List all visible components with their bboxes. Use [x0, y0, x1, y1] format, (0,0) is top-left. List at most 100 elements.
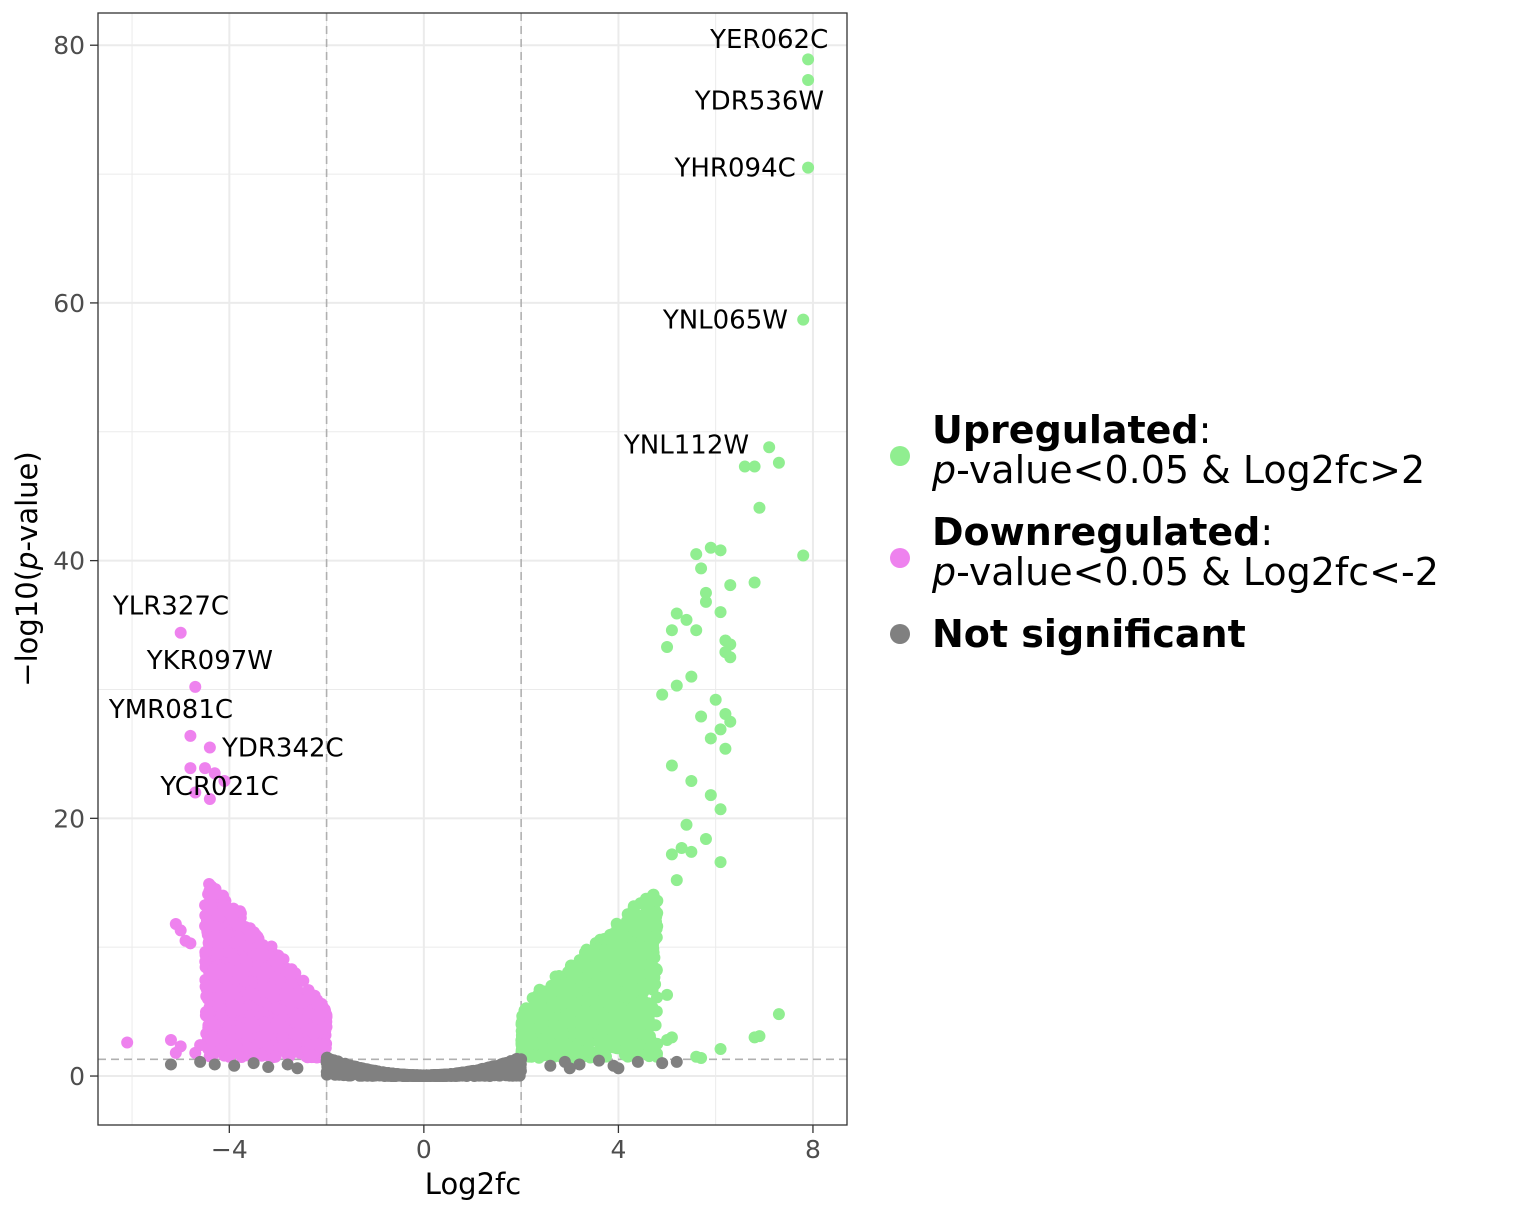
point-down	[189, 680, 202, 693]
point-down	[208, 767, 221, 780]
point-down-cloud	[273, 961, 286, 974]
point-down-cloud	[211, 947, 224, 960]
point-up-cloud	[638, 995, 651, 1008]
point-down	[203, 741, 216, 754]
gene-label: YDR342C	[221, 733, 344, 763]
point-up	[690, 624, 703, 637]
panel-border	[97, 12, 848, 1126]
point-down-cloud	[287, 1040, 300, 1053]
point-up-cloud	[637, 985, 650, 998]
point-down	[184, 762, 197, 775]
point-ns	[228, 1059, 241, 1072]
point-up-cloud	[650, 1005, 663, 1018]
point-up-cloud	[620, 990, 633, 1003]
point-up-cloud	[578, 1031, 591, 1044]
gene-labels: YER062C YDR536W YHR094C YNL065W YNL112W YLR32…	[108, 25, 828, 802]
legend-condition-text-down: -value<0.05 & Log2fc<-2	[956, 550, 1439, 594]
point-up	[748, 1031, 761, 1044]
point-down-cloud	[255, 1048, 268, 1061]
x-tick-label: 4	[610, 1135, 626, 1164]
point-down-cloud	[244, 987, 257, 999]
point-up-cloud	[640, 1029, 653, 1042]
point-up-cloud	[516, 1011, 529, 1024]
point-up	[544, 1050, 557, 1063]
point-down	[121, 1036, 134, 1049]
point-up	[748, 576, 761, 589]
point-down-cloud	[244, 930, 257, 943]
point-up-cloud	[517, 1022, 529, 1035]
point-down-cloud	[298, 994, 311, 1007]
point-ns-cloud	[489, 1062, 502, 1075]
point-down-cloud	[206, 980, 219, 993]
point-up	[695, 710, 708, 723]
gene-label: YMR081C	[108, 695, 233, 725]
point-up-cloud	[590, 948, 603, 961]
point-up-cloud	[604, 962, 617, 975]
y-axis-title-suffix: -value)	[10, 451, 44, 551]
point-down-cloud	[225, 1037, 238, 1050]
gene-label: YNL112W	[623, 431, 749, 461]
point-down-cloud	[276, 1041, 289, 1054]
point-clouds	[199, 878, 664, 1082]
legend-item-not-significant: Not significant	[890, 614, 1510, 654]
point-down	[169, 1046, 182, 1059]
point-up-cloud	[531, 1008, 544, 1021]
point-up	[680, 818, 693, 831]
y-axis-title-italic: p	[10, 552, 44, 571]
point-down-cloud	[217, 1027, 230, 1040]
point-down-cloud	[309, 1009, 322, 1022]
point-ns	[670, 1055, 683, 1068]
point-up-cloud	[624, 973, 636, 986]
x-axis-title: Log2fc	[425, 1167, 521, 1201]
point-up	[719, 742, 732, 755]
point-down-cloud	[208, 1019, 221, 1032]
point-up	[695, 562, 708, 575]
point-up	[772, 1008, 785, 1021]
point-ns	[573, 1058, 586, 1071]
point-up	[724, 579, 737, 592]
point-ns-cloud	[340, 1059, 353, 1072]
point-up	[714, 606, 727, 619]
legend-condition-downregulated: p-value<0.05 & Log2fc<-2	[932, 552, 1510, 592]
point-down-cloud	[311, 999, 324, 1012]
point-down-cloud	[252, 948, 265, 960]
point-down-cloud	[289, 1014, 302, 1027]
point-up	[665, 759, 678, 772]
y-axis-title-prefix: −log10(	[10, 570, 44, 687]
point-up-cloud	[583, 961, 596, 974]
point-up-cloud	[558, 991, 570, 1004]
point-up-cloud	[637, 948, 650, 961]
legend-condition-text-up: -value<0.05 & Log2fc>2	[956, 448, 1426, 492]
point-ns-cloud	[435, 1069, 448, 1082]
point-up	[675, 841, 688, 854]
point-ns	[164, 1058, 177, 1071]
point-up	[753, 501, 766, 514]
point-up	[695, 1051, 708, 1064]
point-ns	[612, 1062, 625, 1075]
point-up	[641, 929, 654, 942]
point-ns	[631, 1055, 644, 1068]
point-up-cloud	[550, 1020, 563, 1033]
point-up	[607, 995, 620, 1008]
point-up-cloud	[576, 1020, 588, 1032]
point-up-cloud	[558, 1046, 571, 1059]
point-up	[714, 723, 727, 736]
point-down-cloud	[312, 1024, 325, 1037]
point-up-cloud	[648, 971, 661, 984]
point-up-cloud	[616, 949, 629, 962]
point-down-cloud	[228, 936, 241, 949]
point-up	[685, 845, 698, 858]
point-down-cloud	[201, 990, 214, 1003]
point-up	[699, 595, 712, 608]
legend-key-upregulated	[890, 446, 910, 466]
point-ns	[208, 1058, 221, 1071]
point-up-cloud	[629, 1026, 642, 1039]
legend-colon-down: :	[1260, 510, 1274, 554]
gene-label: YKR097W	[146, 646, 273, 676]
x-tick-label: 8	[805, 1135, 821, 1164]
point-up	[714, 1042, 727, 1055]
point-up	[670, 874, 683, 887]
gene-label: YDR536W	[694, 87, 824, 117]
point-down	[203, 1042, 216, 1055]
